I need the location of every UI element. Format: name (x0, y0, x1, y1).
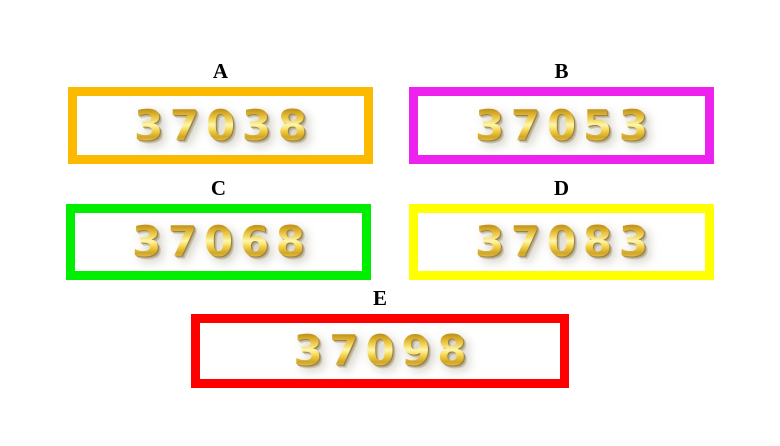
digit-d-1: 7 (510, 217, 541, 266)
digit-c-2: 0 (203, 217, 234, 266)
digit-d-4: 3 (618, 217, 649, 266)
group-label-a: A (212, 59, 229, 83)
digit-b-1: 7 (510, 100, 541, 150)
digit-a-0: 3 (133, 100, 164, 150)
digit-e-1: 7 (329, 326, 359, 375)
digit-c-1: 7 (167, 217, 198, 266)
digit-a-3: 3 (241, 100, 272, 150)
digit-e-2: 0 (365, 326, 395, 375)
group-label-e: E (372, 286, 387, 310)
digit-b-0: 3 (474, 100, 505, 150)
digit-a-4: 8 (277, 100, 308, 150)
group-label-b: B (554, 59, 569, 83)
digit-e-0: 3 (293, 326, 323, 375)
digit-a-1: 7 (169, 100, 200, 150)
digit-b-3: 5 (582, 100, 613, 150)
digit-e-3: 9 (401, 326, 431, 375)
group-label-c: C (210, 176, 227, 200)
digit-d-0: 3 (474, 217, 505, 266)
digit-d-3: 8 (582, 217, 613, 266)
digit-b-2: 0 (546, 100, 577, 150)
digit-d-2: 0 (546, 217, 577, 266)
digit-e-4: 8 (437, 326, 467, 375)
digit-c-3: 6 (239, 217, 270, 266)
group-label-d: D (553, 176, 570, 200)
digit-c-4: 8 (275, 217, 306, 266)
digit-c-0: 3 (131, 217, 162, 266)
digit-a-2: 0 (205, 100, 236, 150)
digit-b-4: 3 (618, 100, 649, 150)
